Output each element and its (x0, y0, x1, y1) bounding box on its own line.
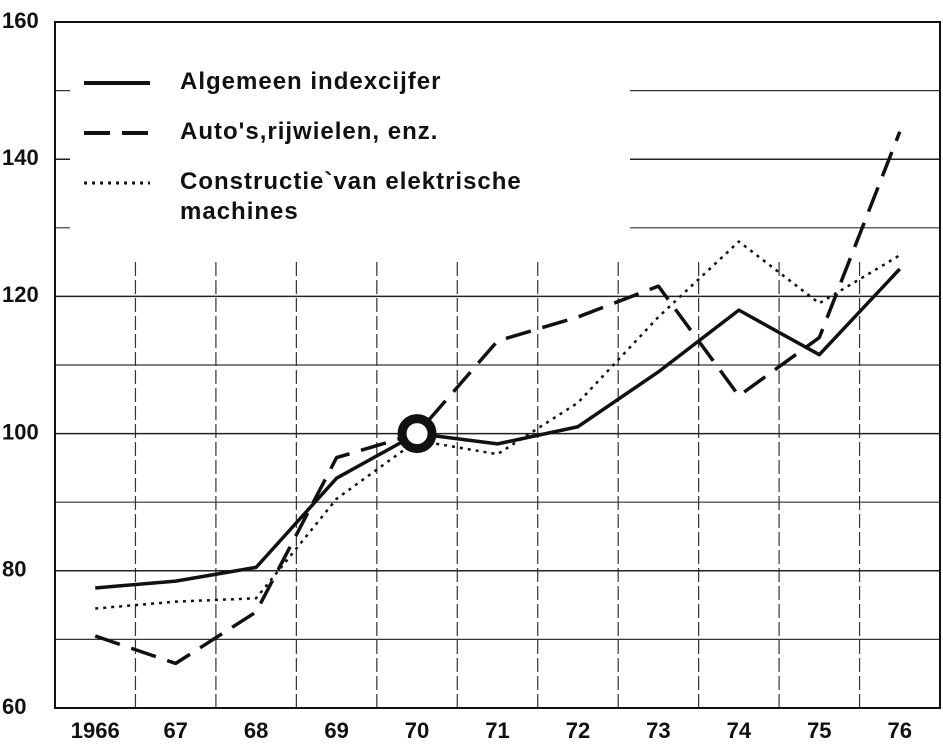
legend-swatch (84, 181, 150, 185)
x-tick-label: 75 (807, 718, 831, 743)
x-tick-label: 67 (163, 718, 187, 743)
legend-swatch (84, 131, 150, 135)
plot-frame (54, 21, 941, 709)
x-tick-label: 73 (646, 718, 670, 743)
legend-item: Auto's,rijwielen, enz. (70, 117, 630, 147)
x-tick-label: 71 (485, 718, 509, 743)
x-tick-label: 1966 (71, 718, 120, 743)
x-tick-label: 70 (405, 718, 429, 743)
y-tick-label: 120 (2, 282, 39, 307)
x-tick-label: 76 (888, 718, 912, 743)
base-marker (397, 414, 437, 454)
x-tick-label: 68 (244, 718, 268, 743)
legend-label: Auto's,rijwielen, enz. (180, 118, 439, 145)
legend-label: Algemeen indexcijfer (180, 68, 442, 95)
y-tick-label: 160 (2, 8, 39, 33)
series-line (95, 267, 902, 590)
x-tick-label: 74 (727, 718, 752, 743)
legend-swatch (84, 81, 150, 85)
legend-item: Constructie`van elektrische machines (70, 167, 630, 227)
y-tick-label: 100 (2, 419, 39, 444)
legend-item: Algemeen indexcijfer (70, 67, 630, 97)
legend-label: Constructie`van elektrische machines (180, 168, 522, 225)
x-tick-label: 69 (324, 718, 348, 743)
x-tick-label: 72 (566, 718, 590, 743)
y-tick-label: 140 (2, 145, 39, 170)
legend: Algemeen indexcijfer Auto's,rijwielen, en… (70, 55, 630, 251)
y-tick-label: 60 (2, 694, 26, 719)
y-tick-label: 80 (2, 557, 26, 582)
